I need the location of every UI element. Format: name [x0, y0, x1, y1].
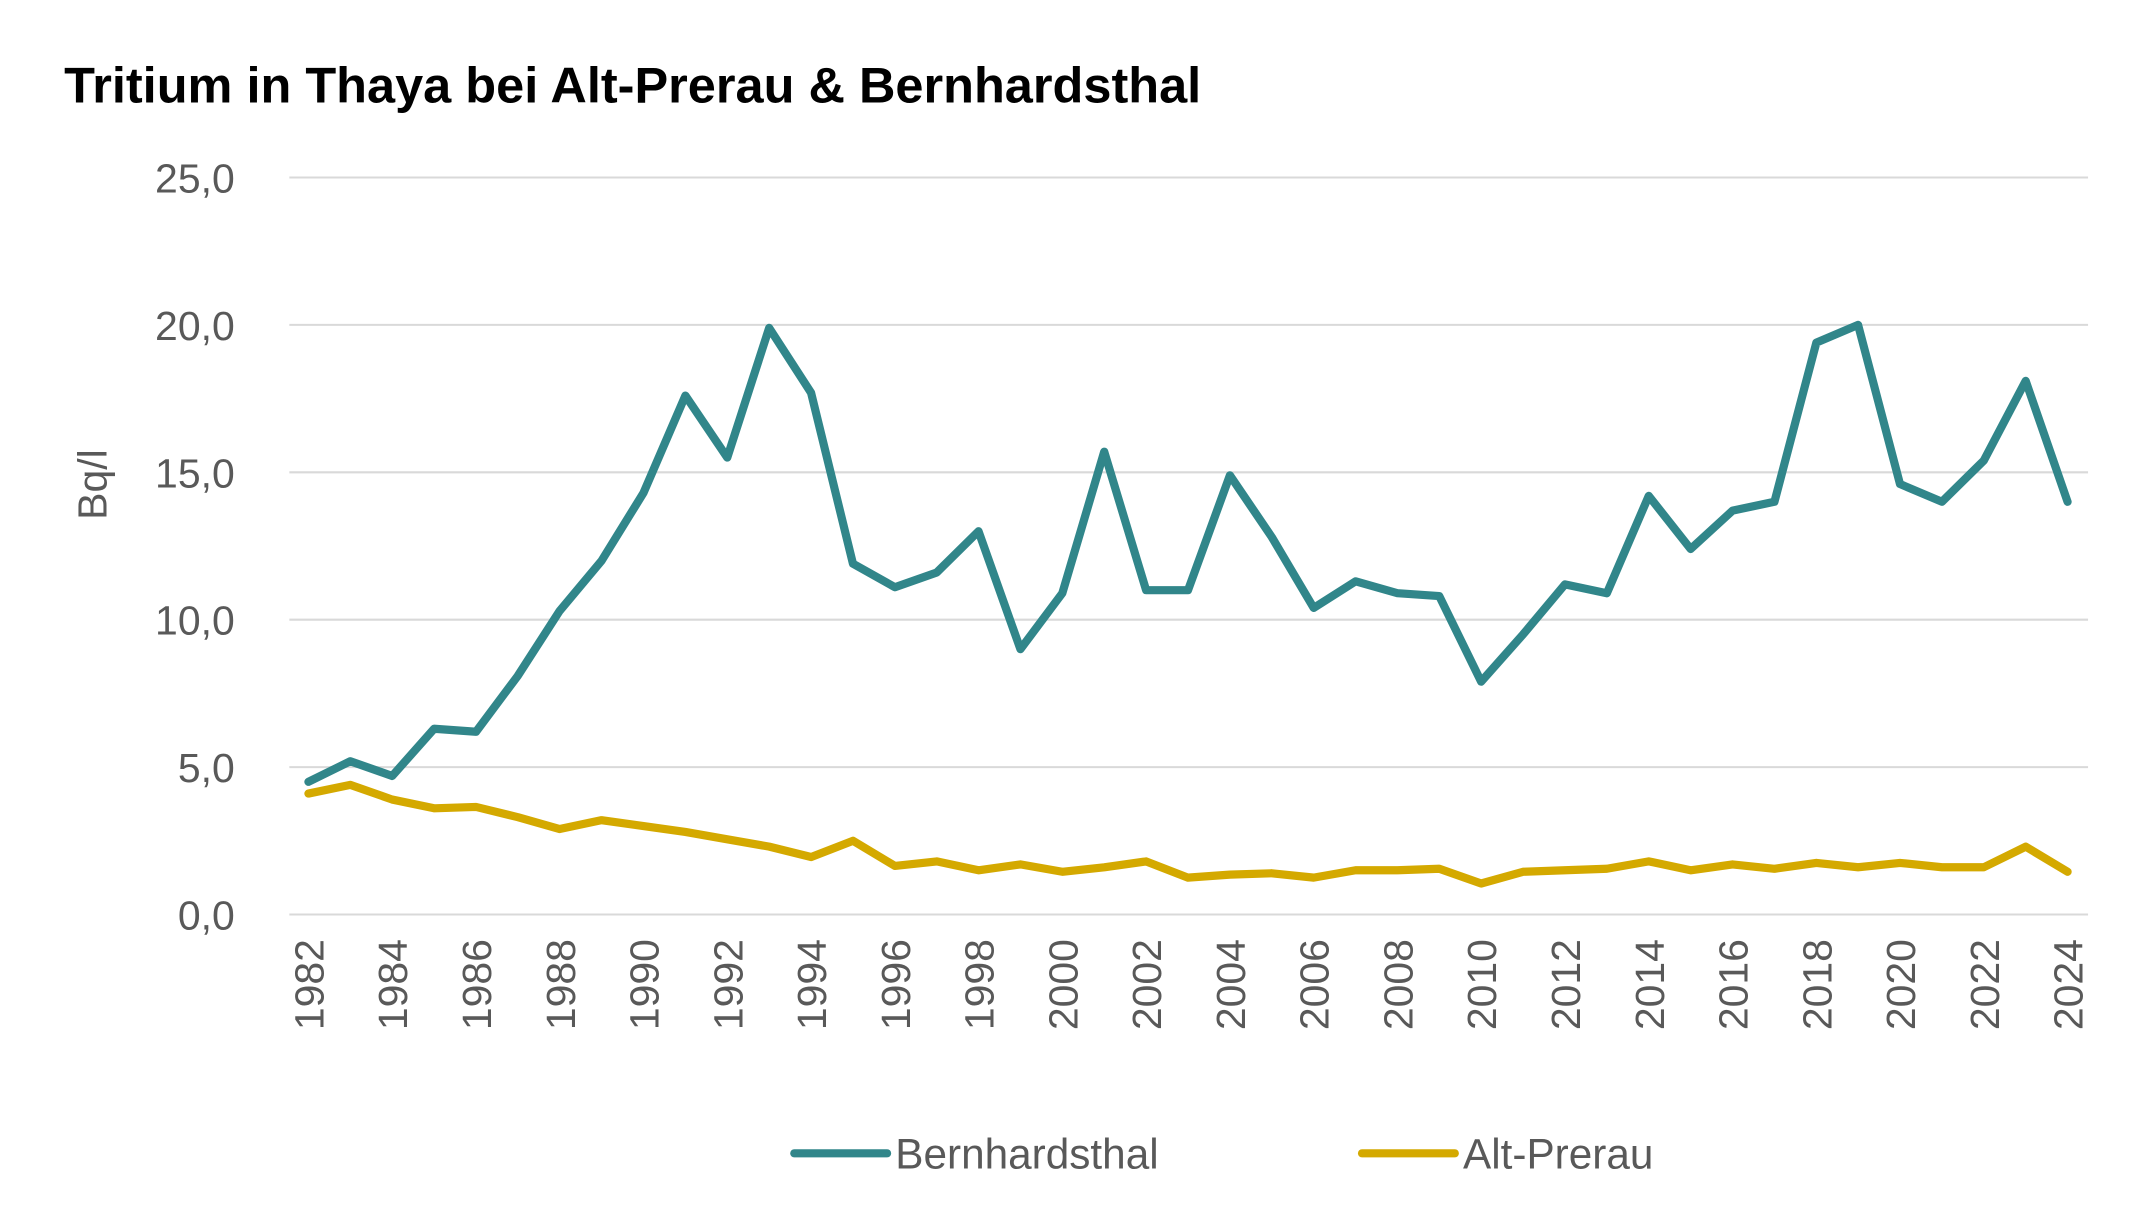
x-tick-label: 2010: [1459, 939, 1505, 1030]
x-tick-label: 1996: [873, 939, 919, 1030]
x-tick-label: 2020: [1878, 939, 1924, 1030]
x-tick-label: 1992: [705, 939, 751, 1030]
chart-title: Tritium in Thaya bei Alt-Prerau & Bernha…: [64, 56, 1201, 113]
y-tick-label: 10,0: [155, 598, 235, 644]
y-tick-label: 0,0: [178, 892, 235, 938]
x-tick-label: 1998: [957, 939, 1003, 1030]
series-line-bernhardsthal: [304, 320, 2072, 786]
x-tick-label: 1986: [454, 939, 500, 1030]
y-tick-label: 15,0: [155, 450, 235, 496]
x-tick-label: 1990: [622, 939, 668, 1030]
x-tick-label: 1982: [286, 939, 332, 1030]
legend: Bernhardsthal Alt-Prerau: [790, 1130, 1653, 1177]
x-tick-label: 2012: [1543, 939, 1589, 1030]
x-tick-label: 2016: [1711, 939, 1757, 1030]
x-tick-label: 1984: [370, 939, 416, 1030]
x-tick-label: 2024: [2046, 939, 2092, 1030]
x-tick-label: 1988: [538, 939, 584, 1030]
x-tick-label: 2022: [1962, 939, 2008, 1030]
x-tick-label: 2018: [1794, 939, 1840, 1030]
x-tick-label: 2008: [1375, 939, 1421, 1030]
x-tick-label: 2014: [1627, 939, 1673, 1030]
x-tick-label: 2000: [1040, 939, 1086, 1030]
y-axis-ticks: 0,0 5,0 10,0 15,0 20,0 25,0: [155, 156, 235, 939]
series-lines: [304, 320, 2072, 888]
x-tick-label: 2002: [1124, 939, 1170, 1030]
y-tick-label: 20,0: [155, 303, 235, 349]
y-axis-label: Bq/l: [69, 449, 115, 520]
x-axis-ticks: 1982 1984 1986 1988 1990 1992 1994 1996 1998 2000…: [286, 939, 2091, 1030]
y-tick-label: 5,0: [178, 745, 235, 791]
series-line-alt-prerau: [304, 780, 2072, 888]
x-tick-label: 1994: [789, 939, 835, 1030]
y-tick-label: 25,0: [155, 156, 235, 202]
gridlines: [289, 176, 2089, 916]
legend-label-bernhardsthal: Bernhardsthal: [895, 1130, 1158, 1177]
legend-label-alt-prerau: Alt-Prerau: [1463, 1130, 1653, 1177]
x-tick-label: 2004: [1208, 939, 1254, 1030]
x-tick-label: 2006: [1292, 939, 1338, 1030]
